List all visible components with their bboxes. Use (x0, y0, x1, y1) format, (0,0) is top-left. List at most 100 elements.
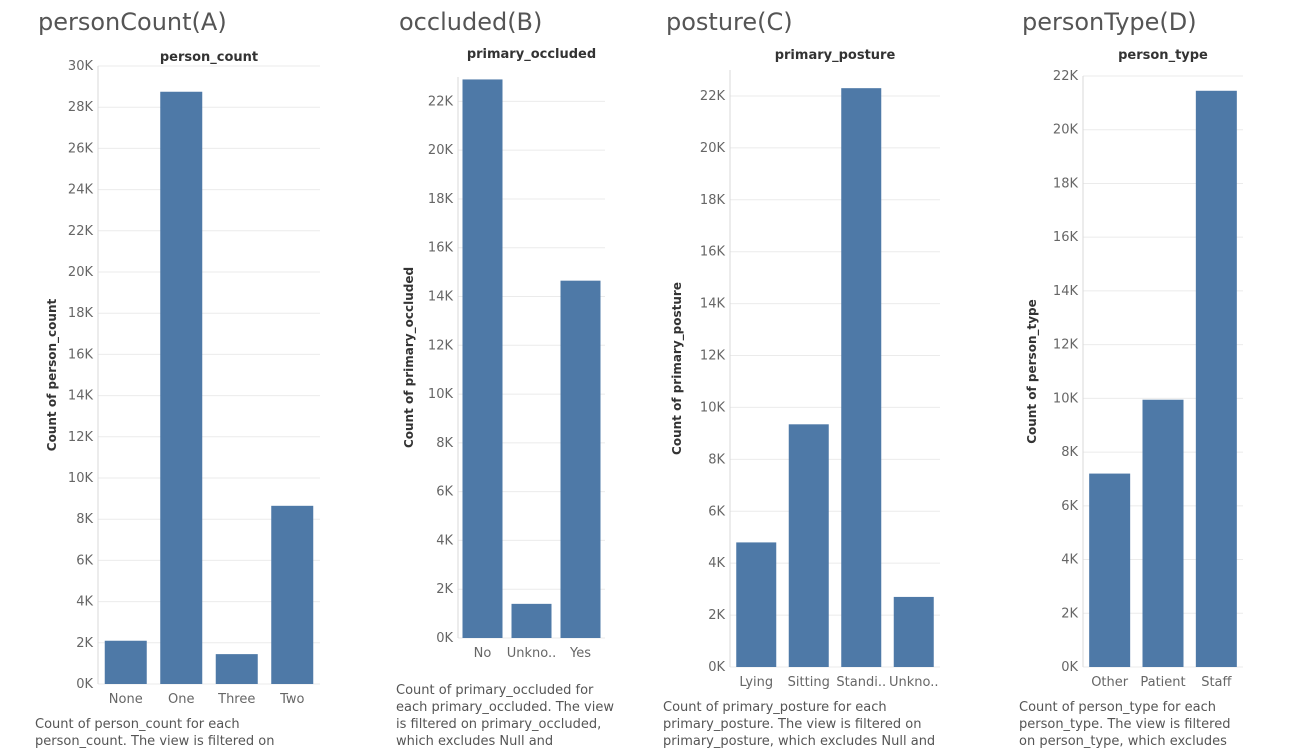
bar (104, 640, 147, 684)
y-tick-label: 20K (68, 265, 94, 280)
y-tick-label: 10K (1053, 391, 1079, 406)
y-tick-label: 14K (1053, 284, 1079, 299)
bar (462, 79, 503, 638)
y-axis-label: Count of person_count (45, 299, 60, 452)
y-tick-label: 16K (68, 347, 94, 362)
chart-caption: Count of person_count for each person_co… (35, 716, 335, 750)
x-category-label: Lying (739, 675, 773, 690)
y-tick-label: 10K (68, 471, 94, 486)
y-tick-label: 6K (1061, 499, 1078, 514)
x-category-label: Three (217, 692, 255, 707)
y-tick-label: 16K (700, 245, 726, 260)
bar-chart-primary-occluded: 0K 2K 4K 6K 8K 10K 12K 14K 16K 18K 20K 22K primary_o… (402, 47, 605, 661)
caption-line: person_count. The view is filtered on (35, 734, 275, 749)
x-category-label: Two (279, 692, 304, 707)
x-category-label: None (109, 692, 143, 707)
x-category-label: No (474, 646, 492, 661)
panel-title: personCount(A) (38, 8, 227, 36)
bar (893, 596, 934, 667)
panel-title: occluded(B) (399, 8, 543, 36)
y-tick-label: 0K (436, 631, 453, 646)
y-tick-label: 2K (436, 582, 453, 597)
bar (841, 88, 882, 668)
y-tick-label: 4K (1061, 553, 1078, 568)
bar-chart-person-count: 0K 2K 4K 6K 8K 10K 12K 14K 16K 18K 20K 22K 24K 26K 28K… (45, 50, 320, 707)
chart-panel-a: personCount(A) 0K 2K 4K 6K 8K 10K 12K 14K 16K 18K… (0, 0, 355, 756)
panel-title: posture(C) (666, 8, 793, 36)
y-tick-label: 16K (1053, 230, 1079, 245)
y-tick-label: 8K (1061, 445, 1078, 460)
bar (788, 424, 829, 667)
x-category-label: Standi.. (836, 675, 886, 690)
bar (511, 603, 552, 638)
caption-line: Count of primary_posture for each (663, 700, 887, 715)
chart-caption: Count of primary_occluded for each prima… (396, 682, 636, 750)
chart-panel-b: occluded(B) 0K 2K 4K 6K 8K 10K 12K 14K 16K 18K 20K… (355, 0, 645, 756)
bar (1195, 90, 1237, 667)
y-tick-label: 0K (76, 677, 93, 692)
y-tick-label: 22K (428, 94, 454, 109)
y-tick-label: 22K (700, 89, 726, 104)
y-tick-label: 4K (708, 556, 725, 571)
caption-line: primary_posture. The view is filtered on (663, 717, 922, 732)
y-tick-label: 6K (76, 553, 93, 568)
y-tick-label: 2K (708, 608, 725, 623)
bar (271, 505, 314, 684)
y-tick-label: 30K (68, 59, 94, 74)
caption-line: Count of person_type for each (1019, 700, 1216, 715)
y-tick-label: 16K (428, 241, 454, 256)
x-category-label: Yes (569, 646, 591, 661)
x-category-label: Unkno.. (507, 646, 557, 661)
caption-line: is filtered on primary_occluded, (396, 717, 602, 732)
y-tick-label: 14K (700, 297, 726, 312)
y-tick-label: 12K (428, 338, 454, 353)
y-tick-label: 12K (700, 349, 726, 364)
bar (560, 280, 601, 638)
y-axis-label: Count of primary_posture (670, 282, 685, 455)
chart-title: primary_occluded (467, 47, 596, 62)
caption-line: person_type. The view is filtered (1019, 717, 1231, 732)
y-tick-label: 10K (700, 400, 726, 415)
chart-title: primary_posture (775, 48, 896, 63)
bar (215, 654, 258, 684)
chart-caption: Count of primary_posture for each primar… (663, 699, 978, 750)
y-tick-label: 18K (1053, 176, 1079, 191)
caption-line: Count of person_count for each (35, 717, 240, 732)
caption-line: which excludes Null and (396, 734, 554, 749)
y-tick-label: 8K (436, 436, 453, 451)
y-tick-label: 22K (68, 224, 94, 239)
y-tick-label: 14K (428, 290, 454, 305)
y-tick-label: 6K (708, 504, 725, 519)
y-tick-label: 28K (68, 100, 94, 115)
x-category-label: Staff (1201, 675, 1232, 690)
y-tick-label: 22K (1053, 69, 1079, 84)
x-category-label: Patient (1140, 675, 1185, 690)
bar-chart-primary-posture: 0K 2K 4K 6K 8K 10K 12K 14K 16K 18K 20K 22K primary_p… (670, 48, 940, 690)
y-tick-label: 18K (428, 192, 454, 207)
y-tick-label: 6K (436, 485, 453, 500)
chart-panel-c: posture(C) 0K 2K 4K 6K 8K 10K 12K 14K 16K 18K 20K 2… (645, 0, 985, 756)
y-tick-label: 8K (708, 452, 725, 467)
caption-line: on person_type, which excludes (1019, 734, 1227, 749)
y-tick-label: 20K (700, 141, 726, 156)
y-tick-label: 4K (76, 595, 93, 610)
x-category-label: One (168, 692, 194, 707)
y-tick-label: 18K (68, 306, 94, 321)
x-category-label: Other (1091, 675, 1129, 690)
caption-line: Count of primary_occluded for (396, 683, 594, 698)
panel-title: personType(D) (1022, 8, 1197, 36)
bar (736, 542, 777, 667)
chart-caption: Count of person_type for each person_typ… (1019, 699, 1289, 750)
y-axis-label: Count of person_type (1025, 299, 1040, 444)
bar (1089, 473, 1131, 667)
caption-line: each primary_occluded. The view (396, 700, 614, 715)
y-axis-label: Count of primary_occluded (402, 267, 417, 448)
y-tick-label: 0K (708, 660, 725, 675)
y-tick-label: 24K (68, 183, 94, 198)
y-tick-label: 18K (700, 193, 726, 208)
x-category-label: Unkno.. (889, 675, 939, 690)
bar-chart-person-type: 0K 2K 4K 6K 8K 10K 12K 14K 16K 18K 20K 22K person_ty… (1025, 48, 1243, 690)
y-tick-label: 12K (68, 430, 94, 445)
y-tick-label: 4K (436, 533, 453, 548)
y-tick-label: 2K (1061, 606, 1078, 621)
